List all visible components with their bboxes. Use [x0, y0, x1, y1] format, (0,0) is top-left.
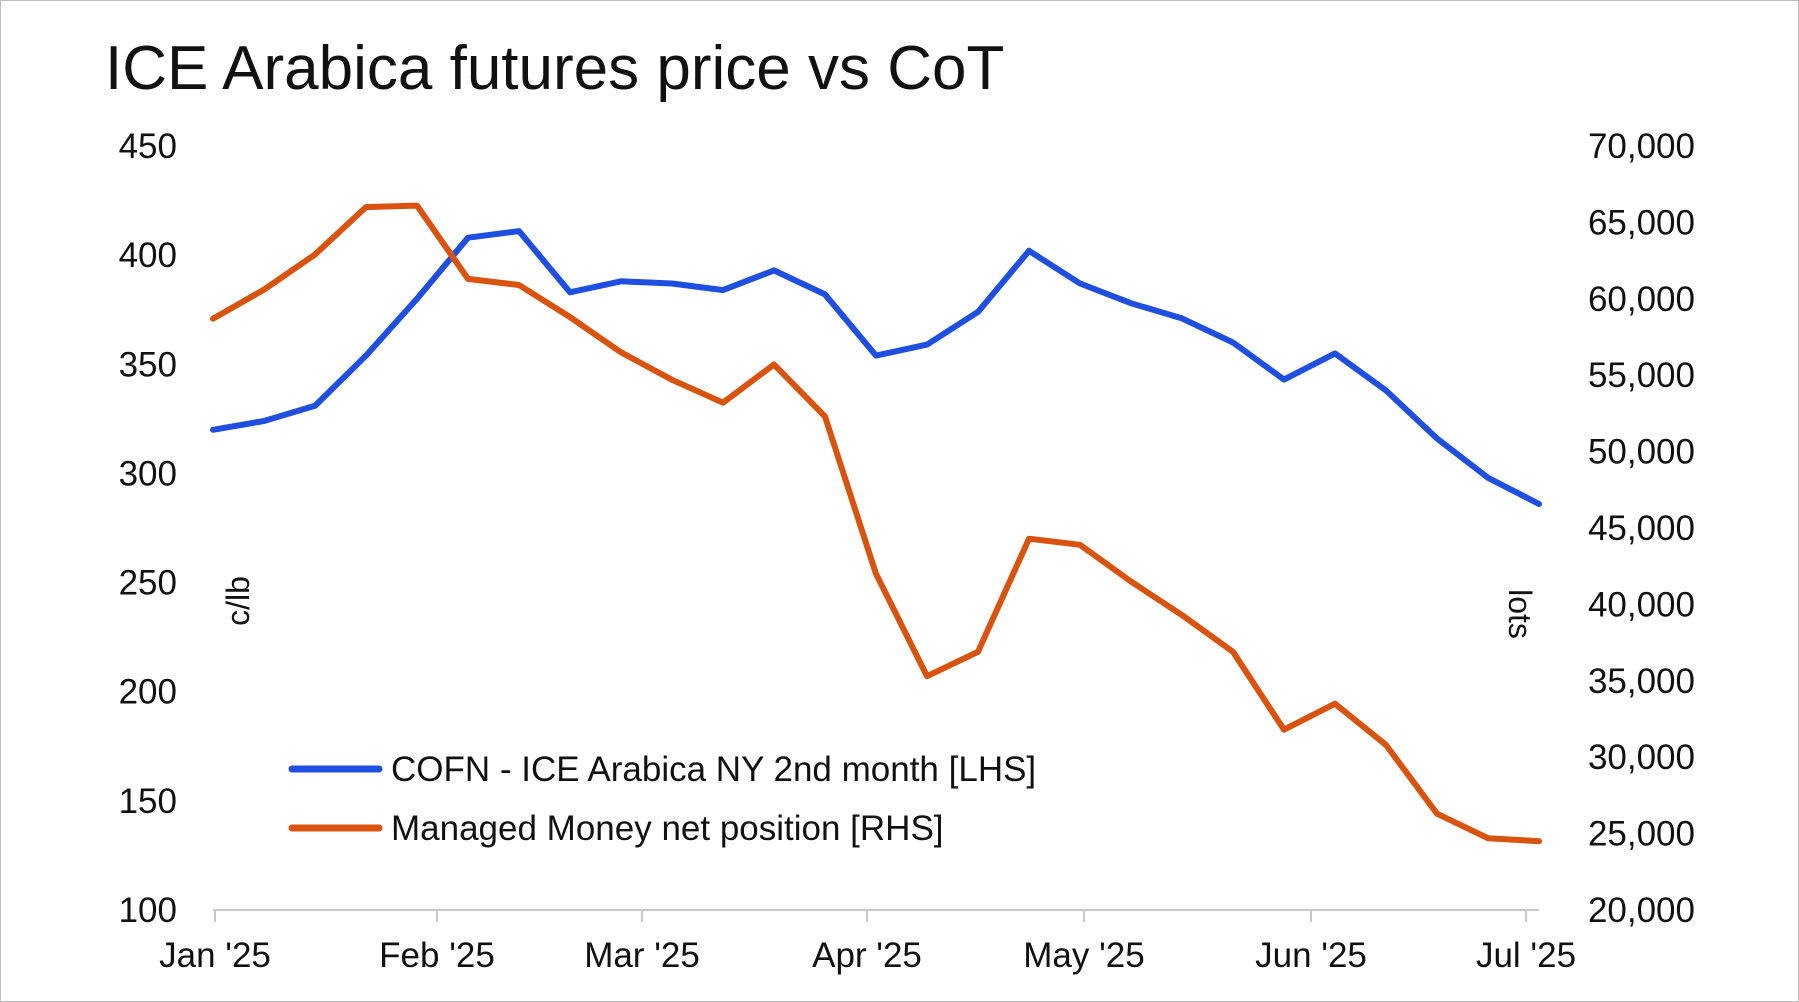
- right-tick-label: 65,000: [1588, 203, 1695, 242]
- x-tick-label: Jan '25: [159, 936, 271, 975]
- left-tick-label: 350: [119, 345, 177, 384]
- x-tick-label: Apr '25: [812, 936, 922, 975]
- left-axis-ticks: 450 400 350 300 250 200 150 100: [119, 127, 177, 930]
- right-tick-label: 20,000: [1588, 891, 1695, 930]
- right-axis-label: lots: [1502, 589, 1538, 639]
- price-series-line: [210, 228, 1542, 507]
- legend-label-position: Managed Money net position [RHS]: [391, 809, 944, 848]
- left-tick-label: 400: [119, 236, 177, 275]
- right-tick-label: 60,000: [1588, 280, 1695, 319]
- right-tick-label: 30,000: [1588, 738, 1695, 777]
- right-axis-ticks: 70,000 65,000 60,000 55,000 50,000 45,000 40,0…: [1588, 127, 1695, 930]
- right-tick-label: 55,000: [1588, 356, 1695, 395]
- x-tick-label: May '25: [1023, 936, 1144, 975]
- right-tick-label: 35,000: [1588, 662, 1695, 701]
- left-axis-label: c/lb: [220, 576, 256, 626]
- chart-title: ICE Arabica futures price vs CoT: [105, 34, 1004, 103]
- position-series-line: [210, 202, 1542, 845]
- right-tick-label: 50,000: [1588, 433, 1695, 472]
- series-lines: [210, 202, 1542, 845]
- left-tick-label: 250: [119, 564, 177, 603]
- left-tick-label: 200: [119, 673, 177, 712]
- x-tick-label: Jul '25: [1476, 936, 1576, 975]
- right-tick-label: 40,000: [1588, 585, 1695, 624]
- left-tick-label: 300: [119, 454, 177, 493]
- legend-label-price: COFN - ICE Arabica NY 2nd month [LHS]: [391, 750, 1036, 789]
- x-axis-ticks: Jan '25 Feb '25 Mar '25 Apr '25 May '25 Jun '…: [159, 910, 1576, 975]
- x-tick-label: Jun '25: [1255, 936, 1367, 975]
- right-tick-label: 45,000: [1588, 509, 1695, 548]
- legend: COFN - ICE Arabica NY 2nd month [LHS] Ma…: [288, 750, 1036, 848]
- right-tick-label: 25,000: [1588, 815, 1695, 854]
- left-tick-label: 150: [119, 782, 177, 821]
- left-tick-label: 100: [119, 891, 177, 930]
- x-tick-label: Mar '25: [584, 936, 700, 975]
- right-tick-label: 70,000: [1588, 127, 1695, 166]
- left-tick-label: 450: [119, 127, 177, 166]
- x-tick-label: Feb '25: [379, 936, 495, 975]
